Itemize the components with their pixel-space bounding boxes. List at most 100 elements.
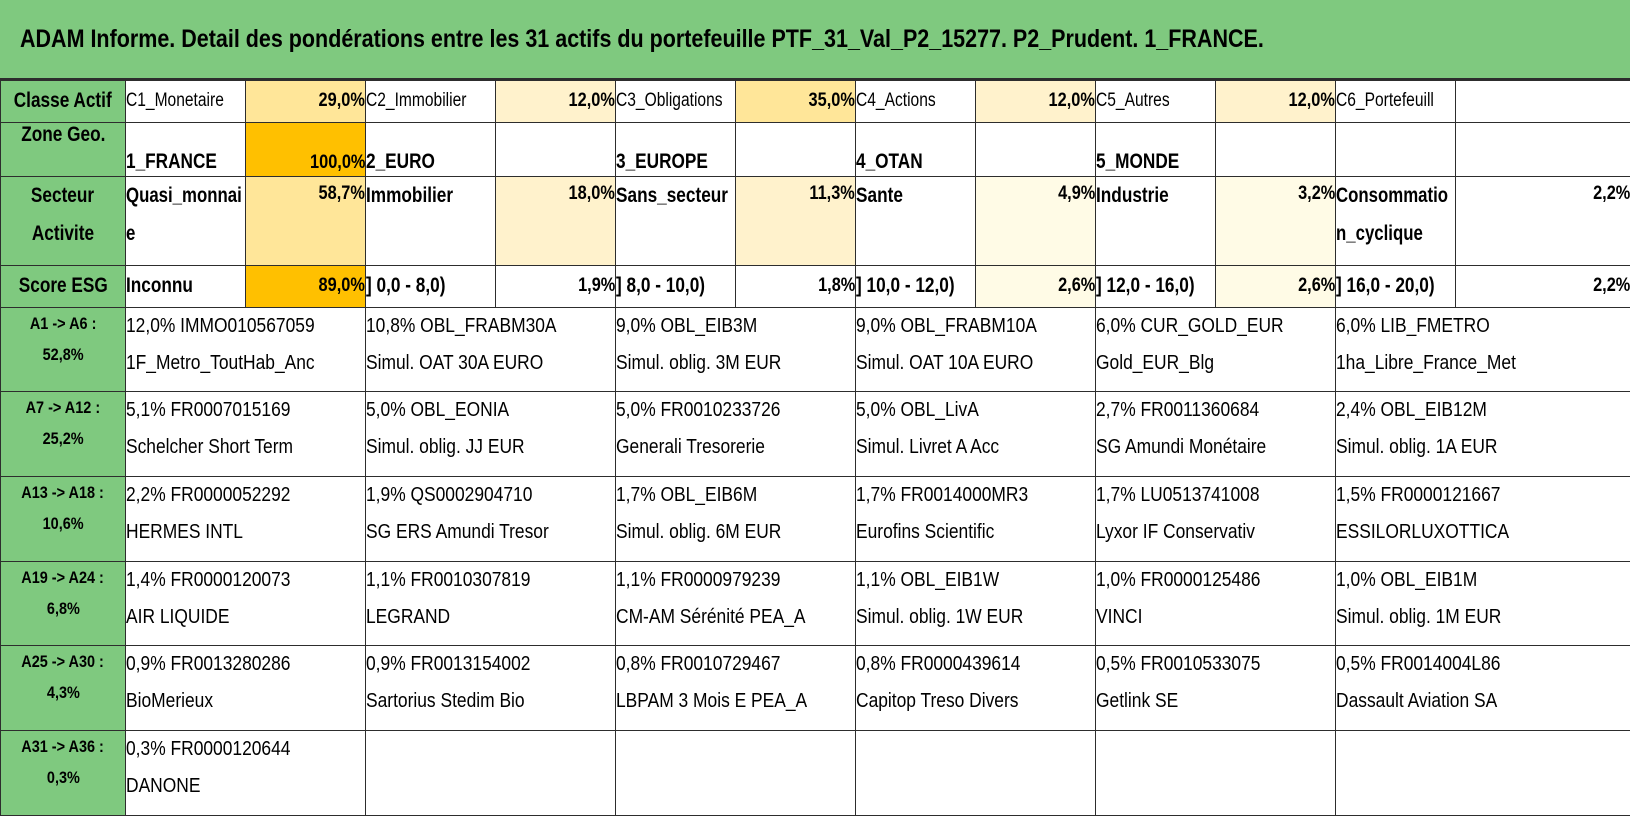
esg-name: ] 0,0 - 8,0)	[365, 264, 496, 308]
secteur-label: Secteur Activite	[0, 175, 126, 266]
classe-value	[1455, 80, 1630, 123]
asset-row: A13 -> A18 :10,6% 2,2% FR0000052292 HERME…	[0, 476, 1630, 562]
asset-cell: 2,7% FR0011360684 SG Amundi Monétaire	[1095, 391, 1336, 478]
asset-cell	[1095, 730, 1336, 816]
zone-name: 3_EUROPE	[615, 121, 736, 177]
zone-value	[975, 121, 1096, 177]
secteur-value: 2,2%	[1455, 175, 1630, 266]
asset-cell: 1,9% QS0002904710 SG ERS Amundi Tresor	[365, 476, 616, 562]
zone-label: Zone Geo.	[0, 121, 126, 177]
asset-cell: 5,0% FR0010233726 Generali Tresorerie	[615, 391, 856, 478]
asset-cell: 1,7% LU0513741008 Lyxor IF Conservativ	[1095, 476, 1336, 562]
asset-row: A19 -> A24 :6,8% 1,4% FR0000120073 AIR LI…	[0, 560, 1630, 647]
zone-value	[1215, 121, 1336, 177]
asset-cell: 12,0% IMMO010567059 1F_Metro_ToutHab_Anc	[125, 306, 366, 393]
asset-cell: 0,8% FR0000439614 Capitop Treso Divers	[855, 645, 1096, 732]
secteur-value: 4,9%	[975, 175, 1096, 266]
asset-cell: 9,0% OBL_FRABM10A Simul. OAT 10A EURO	[855, 306, 1096, 393]
esg-value: 89,0%	[245, 264, 366, 308]
classe-name: C4_Actions	[855, 80, 976, 123]
esg-row: Score ESG Inconnu 89,0% ] 0,0 - 8,0) 1,9…	[0, 264, 1630, 308]
asset-range-label: A13 -> A18 :10,6%	[0, 476, 126, 562]
esg-name: ] 12,0 - 16,0)	[1095, 264, 1216, 308]
classe-label: Classe Actif	[0, 80, 126, 123]
secteur-name: Quasi_monnaie	[125, 175, 246, 266]
secteur-value: 3,2%	[1215, 175, 1336, 266]
asset-cell: 1,5% FR0000121667 ESSILORLUXOTTICA	[1335, 476, 1630, 562]
secteur-value: 18,0%	[495, 175, 616, 266]
classe-value: 12,0%	[975, 80, 1096, 123]
asset-range-label: A25 -> A30 :4,3%	[0, 645, 126, 732]
asset-cell: 0,5% FR0010533075 Getlink SE	[1095, 645, 1336, 732]
zone-name: 1_FRANCE	[125, 121, 246, 177]
classe-name: C5_Autres	[1095, 80, 1216, 123]
asset-cell: 1,7% FR0014000MR3 Eurofins Scientific	[855, 476, 1096, 562]
esg-value: 2,6%	[975, 264, 1096, 308]
asset-cell: 1,1% FR0010307819 LEGRAND	[365, 560, 616, 647]
asset-cell: 0,8% FR0010729467 LBPAM 3 Mois E PEA_A	[615, 645, 856, 732]
asset-cell	[855, 730, 1096, 816]
zone-value	[1455, 121, 1630, 177]
secteur-name: Sans_secteur	[615, 175, 736, 266]
classe-value: 12,0%	[495, 80, 616, 123]
esg-value: 2,2%	[1455, 264, 1630, 308]
asset-cell: 1,1% FR0000979239 CM-AM Sérénité PEA_A	[615, 560, 856, 647]
asset-cell: 1,4% FR0000120073 AIR LIQUIDE	[125, 560, 366, 647]
asset-cell: 5,0% OBL_EONIA Simul. oblig. JJ EUR	[365, 391, 616, 478]
esg-name: ] 16,0 - 20,0)	[1335, 264, 1456, 308]
asset-row: A7 -> A12 :25,2% 5,1% FR0007015169 Schelc…	[0, 391, 1630, 478]
secteur-value: 58,7%	[245, 175, 366, 266]
asset-cell	[365, 730, 616, 816]
asset-range-label: A19 -> A24 :6,8%	[0, 560, 126, 647]
zone-value: 100,0%	[245, 121, 366, 177]
asset-row: A1 -> A6 :52,8% 12,0% IMMO010567059 1F_Me…	[0, 306, 1630, 393]
esg-name: ] 10,0 - 12,0)	[855, 264, 976, 308]
zone-value	[495, 121, 616, 177]
asset-cell: 10,8% OBL_FRABM30A Simul. OAT 30A EURO	[365, 306, 616, 393]
asset-cell: 5,0% OBL_LivA Simul. Livret A Acc	[855, 391, 1096, 478]
asset-row: A31 -> A36 :0,3% 0,3% FR0000120644 DANONE	[0, 730, 1630, 816]
asset-cell: 0,9% FR0013154002 Sartorius Stedim Bio	[365, 645, 616, 732]
esg-value: 1,8%	[735, 264, 856, 308]
asset-cell: 1,1% OBL_EIB1W Simul. oblig. 1W EUR	[855, 560, 1096, 647]
esg-name: ] 8,0 - 10,0)	[615, 264, 736, 308]
asset-range-label: A1 -> A6 :52,8%	[0, 306, 126, 393]
asset-cell: 0,5% FR0014004L86 Dassault Aviation SA	[1335, 645, 1630, 732]
classe-name: C6_Portefeuill	[1335, 80, 1456, 123]
asset-cell: 9,0% OBL_EIB3M Simul. oblig. 3M EUR	[615, 306, 856, 393]
secteur-name: Immobilier	[365, 175, 496, 266]
asset-cell: 2,4% OBL_EIB12M Simul. oblig. 1A EUR	[1335, 391, 1630, 478]
asset-range-label: A31 -> A36 :0,3%	[0, 730, 126, 816]
asset-cell: 6,0% CUR_GOLD_EUR Gold_EUR_Blg	[1095, 306, 1336, 393]
secteur-row: Secteur Activite Quasi_monnaie 58,7% Immo…	[0, 175, 1630, 266]
secteur-name: Consommation_cyclique	[1335, 175, 1456, 266]
classe-row: Classe Actif C1_Monetaire 29,0% C2_Immob…	[0, 80, 1630, 123]
asset-cell: 5,1% FR0007015169 Schelcher Short Term	[125, 391, 366, 478]
asset-cell	[1335, 730, 1630, 816]
esg-label: Score ESG	[0, 264, 126, 308]
asset-cell: 1,0% FR0000125486 VINCI	[1095, 560, 1336, 647]
classe-value: 12,0%	[1215, 80, 1336, 123]
esg-name: Inconnu	[125, 264, 246, 308]
esg-value: 1,9%	[495, 264, 616, 308]
classe-value: 29,0%	[245, 80, 366, 123]
classe-name: C3_Obligations	[615, 80, 736, 123]
zone-row: Zone Geo. 1_FRANCE 100,0% 2_EURO 3_EUROP…	[0, 121, 1630, 177]
report-title: ADAM Informe. Detail des pondérations en…	[0, 0, 1630, 80]
zone-value	[735, 121, 856, 177]
classe-value: 35,0%	[735, 80, 856, 123]
asset-cell: 0,3% FR0000120644 DANONE	[125, 730, 366, 816]
allocation-table: Classe Actif C1_Monetaire 29,0% C2_Immob…	[0, 80, 1630, 816]
classe-name: C1_Monetaire	[125, 80, 246, 123]
zone-name	[1335, 121, 1456, 177]
asset-cell: 1,7% OBL_EIB6M Simul. oblig. 6M EUR	[615, 476, 856, 562]
asset-range-label: A7 -> A12 :25,2%	[0, 391, 126, 478]
asset-cell: 6,0% LIB_FMETRO 1ha_Libre_France_Met	[1335, 306, 1630, 393]
asset-cell: 1,0% OBL_EIB1M Simul. oblig. 1M EUR	[1335, 560, 1630, 647]
secteur-name: Sante	[855, 175, 976, 266]
asset-cell	[615, 730, 856, 816]
esg-value: 2,6%	[1215, 264, 1336, 308]
asset-row: A25 -> A30 :4,3% 0,9% FR0013280286 BioMer…	[0, 645, 1630, 732]
asset-cell: 0,9% FR0013280286 BioMerieux	[125, 645, 366, 732]
